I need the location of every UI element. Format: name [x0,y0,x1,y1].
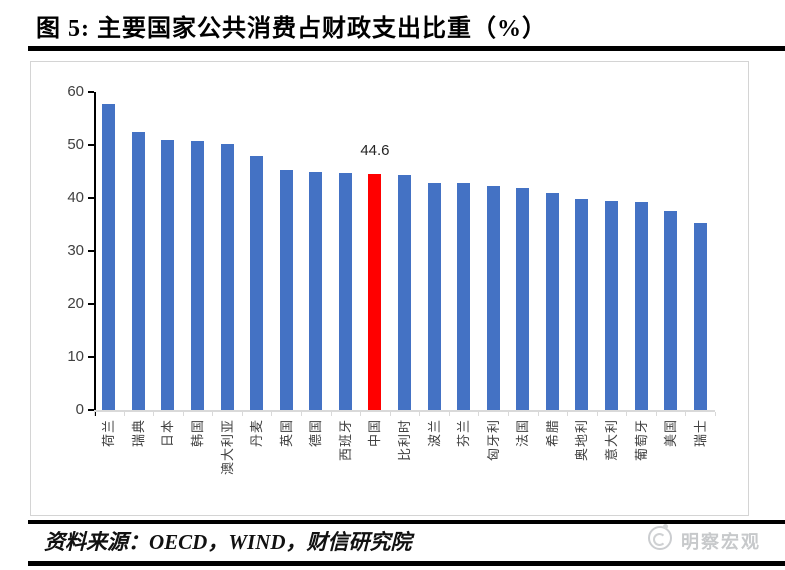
bar [250,155,264,410]
bar [131,132,145,410]
x-axis-tick [182,412,184,416]
bar [634,201,648,410]
x-axis-tick [94,412,95,416]
x-axis-label: 西班牙 [337,419,353,462]
x-axis-label: 希腊 [544,419,560,448]
x-axis-label: 芬兰 [456,419,472,448]
x-axis-tick [448,412,450,416]
bar [279,169,293,410]
bar [693,223,707,410]
x-axis-tick [419,412,421,416]
y-axis-line [94,92,96,416]
bar [516,187,530,410]
divider-middle [28,520,785,524]
x-axis-label: 美国 [663,419,679,448]
x-axis-label: 荷兰 [101,419,117,448]
bar-chart-plot: 0 10 20 30 40 50 60 荷兰 瑞典 日本 韩国 澳大利亚 丹麦 英国 德国 西班牙 中国 44.6… [31,62,748,515]
watermark: 明察宏观 [648,524,783,553]
divider-top [28,46,785,51]
y-axis-tick-label: 20 [67,295,84,312]
x-axis-label: 德国 [308,419,324,448]
mingcha-logo-icon [648,524,672,550]
x-axis-tick [153,412,155,416]
x-axis-label: 奥地利 [574,419,590,462]
bar [338,173,352,410]
bar [664,211,678,410]
x-axis-label: 澳大利亚 [219,419,235,476]
y-axis-tick-label: 50 [67,136,84,153]
y-axis-tick [88,303,94,305]
x-axis-label: 波兰 [426,419,442,448]
bar [575,199,589,410]
bar [398,174,411,410]
divider-bottom [28,561,785,566]
y-axis-tick [88,409,94,411]
data-label: 44.6 [360,141,390,159]
x-axis-label: 丹麦 [249,419,265,448]
x-axis-label: 葡萄牙 [633,419,649,462]
x-axis-tick [330,412,332,416]
x-axis-label: 意大利 [604,419,619,462]
y-axis-tick-label: 40 [67,189,84,206]
chart-area: 0 10 20 30 40 50 60 荷兰 瑞典 日本 韩国 澳大利亚 丹麦 英国 德国 西班牙 中国 44.6… [30,61,749,516]
x-axis-tick [241,412,243,416]
x-axis-tick [389,412,391,416]
x-axis-label: 瑞士 [692,419,708,448]
y-axis-tick [88,144,94,146]
x-axis-tick [567,412,569,416]
source-text: 资料来源：OECD，WIND，财信研究院 [44,530,412,554]
x-axis-tick [301,412,302,416]
x-axis-label: 英国 [278,419,294,448]
figure-title: 图 5: 主要国家公共消费占财政支出比重（%） [36,16,547,42]
x-axis-tick [715,412,716,416]
x-axis-tick [655,412,657,416]
bar [457,183,471,410]
x-axis-tick [626,412,628,416]
bar [161,140,175,410]
y-axis-tick-label: 10 [67,348,84,365]
bar [486,185,500,410]
x-axis-line [94,410,715,412]
x-axis-tick [123,412,125,416]
x-axis-tick [508,412,509,416]
bar [368,173,382,410]
x-axis-label: 瑞典 [130,419,146,448]
x-axis-label: 比利时 [397,419,412,462]
y-axis-tick-label: 30 [67,242,84,259]
bar [427,182,441,410]
x-axis-tick [360,412,362,416]
watermark-text: 明察宏观 [681,532,761,552]
x-axis-label: 中国 [367,419,383,448]
bar [309,172,323,410]
y-axis-tick [88,197,94,199]
x-axis-tick [596,412,598,416]
x-axis-tick [478,412,480,416]
x-axis-tick [537,412,539,416]
y-axis-tick [88,250,94,252]
y-axis-tick [88,91,94,93]
bar [545,193,559,410]
x-axis-tick [271,412,273,416]
x-axis-tick [685,412,687,416]
x-axis-label: 韩国 [190,419,205,448]
x-axis-label: 匈牙利 [485,419,501,462]
y-axis-tick-label: 60 [67,83,84,100]
bar [191,140,204,410]
x-axis-tick [212,412,214,416]
y-axis-tick [88,356,94,358]
y-axis-tick-label: 0 [75,401,84,418]
x-axis-label: 法国 [515,419,531,448]
bar [102,103,116,410]
bar [220,144,234,410]
bar [605,200,618,410]
x-axis-label: 日本 [160,419,176,448]
